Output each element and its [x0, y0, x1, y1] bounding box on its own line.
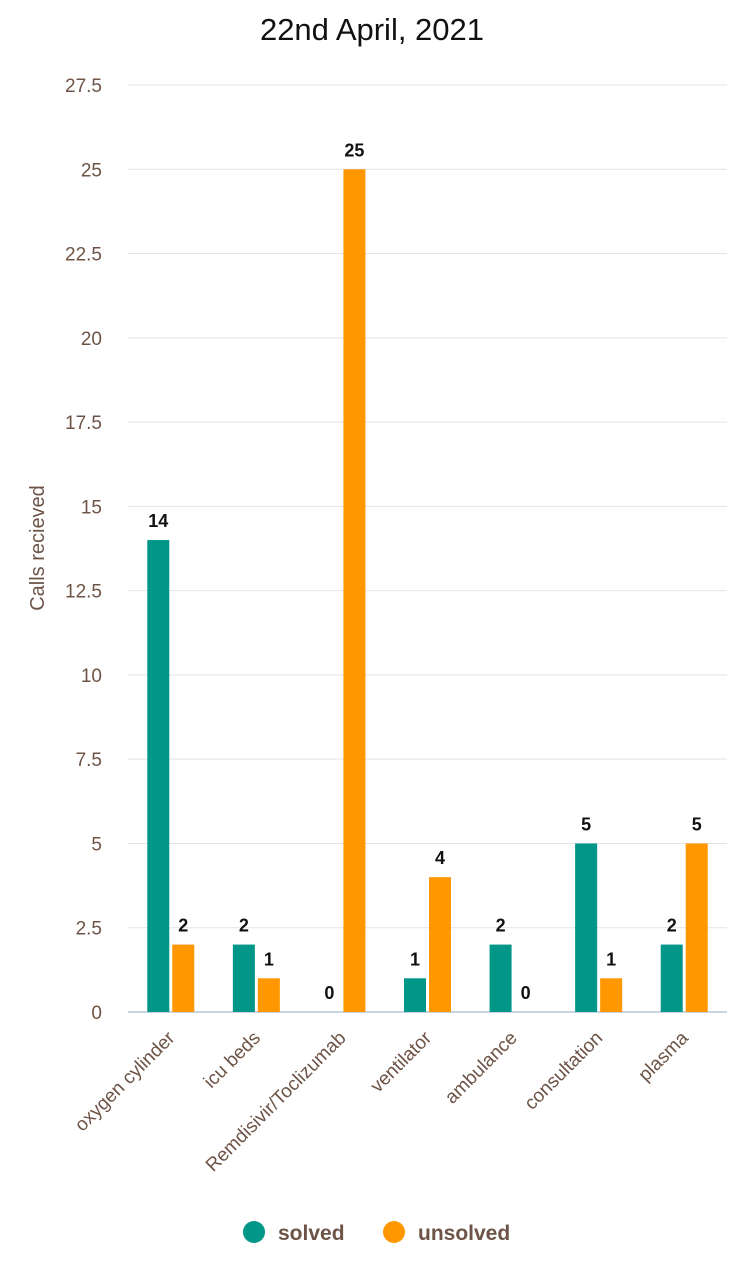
- bar-unsolved: [172, 944, 195, 1012]
- y-tick-label: 20: [81, 329, 102, 350]
- bar-solved: [489, 944, 512, 1012]
- data-label: 14: [148, 511, 168, 531]
- legend-label-unsolved: unsolved: [418, 1222, 510, 1245]
- bar-unsolved: [429, 877, 451, 1012]
- x-category-label: consultation: [521, 1028, 608, 1115]
- x-category-label: plasma: [635, 1027, 693, 1085]
- bar-unsolved: [600, 978, 623, 1012]
- data-label: 1: [264, 949, 274, 969]
- y-tick-label: 7.5: [76, 750, 102, 771]
- data-label: 4: [435, 848, 445, 868]
- x-category-label: ambulance: [441, 1028, 522, 1109]
- y-tick-label: 17.5: [65, 413, 102, 434]
- legend-marker-unsolved: [383, 1221, 405, 1243]
- y-tick-label: 25: [81, 160, 102, 181]
- data-label: 2: [496, 916, 506, 936]
- data-label: 25: [344, 140, 364, 160]
- data-label: 5: [581, 814, 591, 834]
- y-tick-label: 10: [81, 666, 102, 687]
- y-tick-label: 0: [91, 1003, 102, 1024]
- bar-solved: [660, 944, 683, 1012]
- legend-marker-solved: [243, 1221, 265, 1243]
- data-label: 1: [410, 949, 420, 969]
- y-tick-label: 12.5: [65, 582, 102, 603]
- x-category-label: ventilator: [367, 1027, 437, 1097]
- bar-solved: [147, 540, 170, 1012]
- gridlines: [128, 84, 727, 1013]
- x-axis-categories: oxygen cylinder icu bedsRemdisivir/Tocliz…: [71, 1027, 693, 1176]
- data-label: 0: [521, 983, 531, 1003]
- y-tick-label: 15: [81, 497, 102, 518]
- y-tick-label: 5: [91, 834, 102, 855]
- x-category-label: icu beds: [200, 1028, 265, 1093]
- bar-solved: [232, 944, 255, 1012]
- y-axis-label: Calls recieved: [27, 485, 49, 611]
- legend-label-solved: solved: [278, 1222, 345, 1245]
- x-category-label: oxygen cylinder: [71, 1027, 180, 1136]
- data-label: 0: [324, 983, 334, 1003]
- bar-unsolved: [685, 843, 708, 1012]
- data-label: 2: [239, 916, 249, 936]
- legend: solved unsolved: [243, 1221, 510, 1245]
- bars: [147, 169, 708, 1013]
- data-label: 1: [606, 949, 616, 969]
- data-label: 2: [667, 916, 677, 936]
- bar-unsolved: [257, 978, 280, 1012]
- x-category-label: Remdisivir/Toclizumab: [202, 1028, 350, 1176]
- y-axis-ticks: 0 2.5 5 7.5 10 12.5 15 17.5 20 22.5 25 27.5: [65, 76, 102, 1024]
- y-tick-label: 22.5: [65, 245, 102, 266]
- data-label: 5: [692, 814, 702, 834]
- bar-solved: [575, 843, 598, 1012]
- chart-title: 22nd April, 2021: [259, 12, 485, 47]
- bar-solved: [404, 978, 426, 1012]
- y-tick-label: 2.5: [76, 919, 102, 940]
- y-tick-label: 27.5: [65, 76, 102, 97]
- data-label: 2: [178, 916, 188, 936]
- bar-unsolved: [343, 169, 366, 1013]
